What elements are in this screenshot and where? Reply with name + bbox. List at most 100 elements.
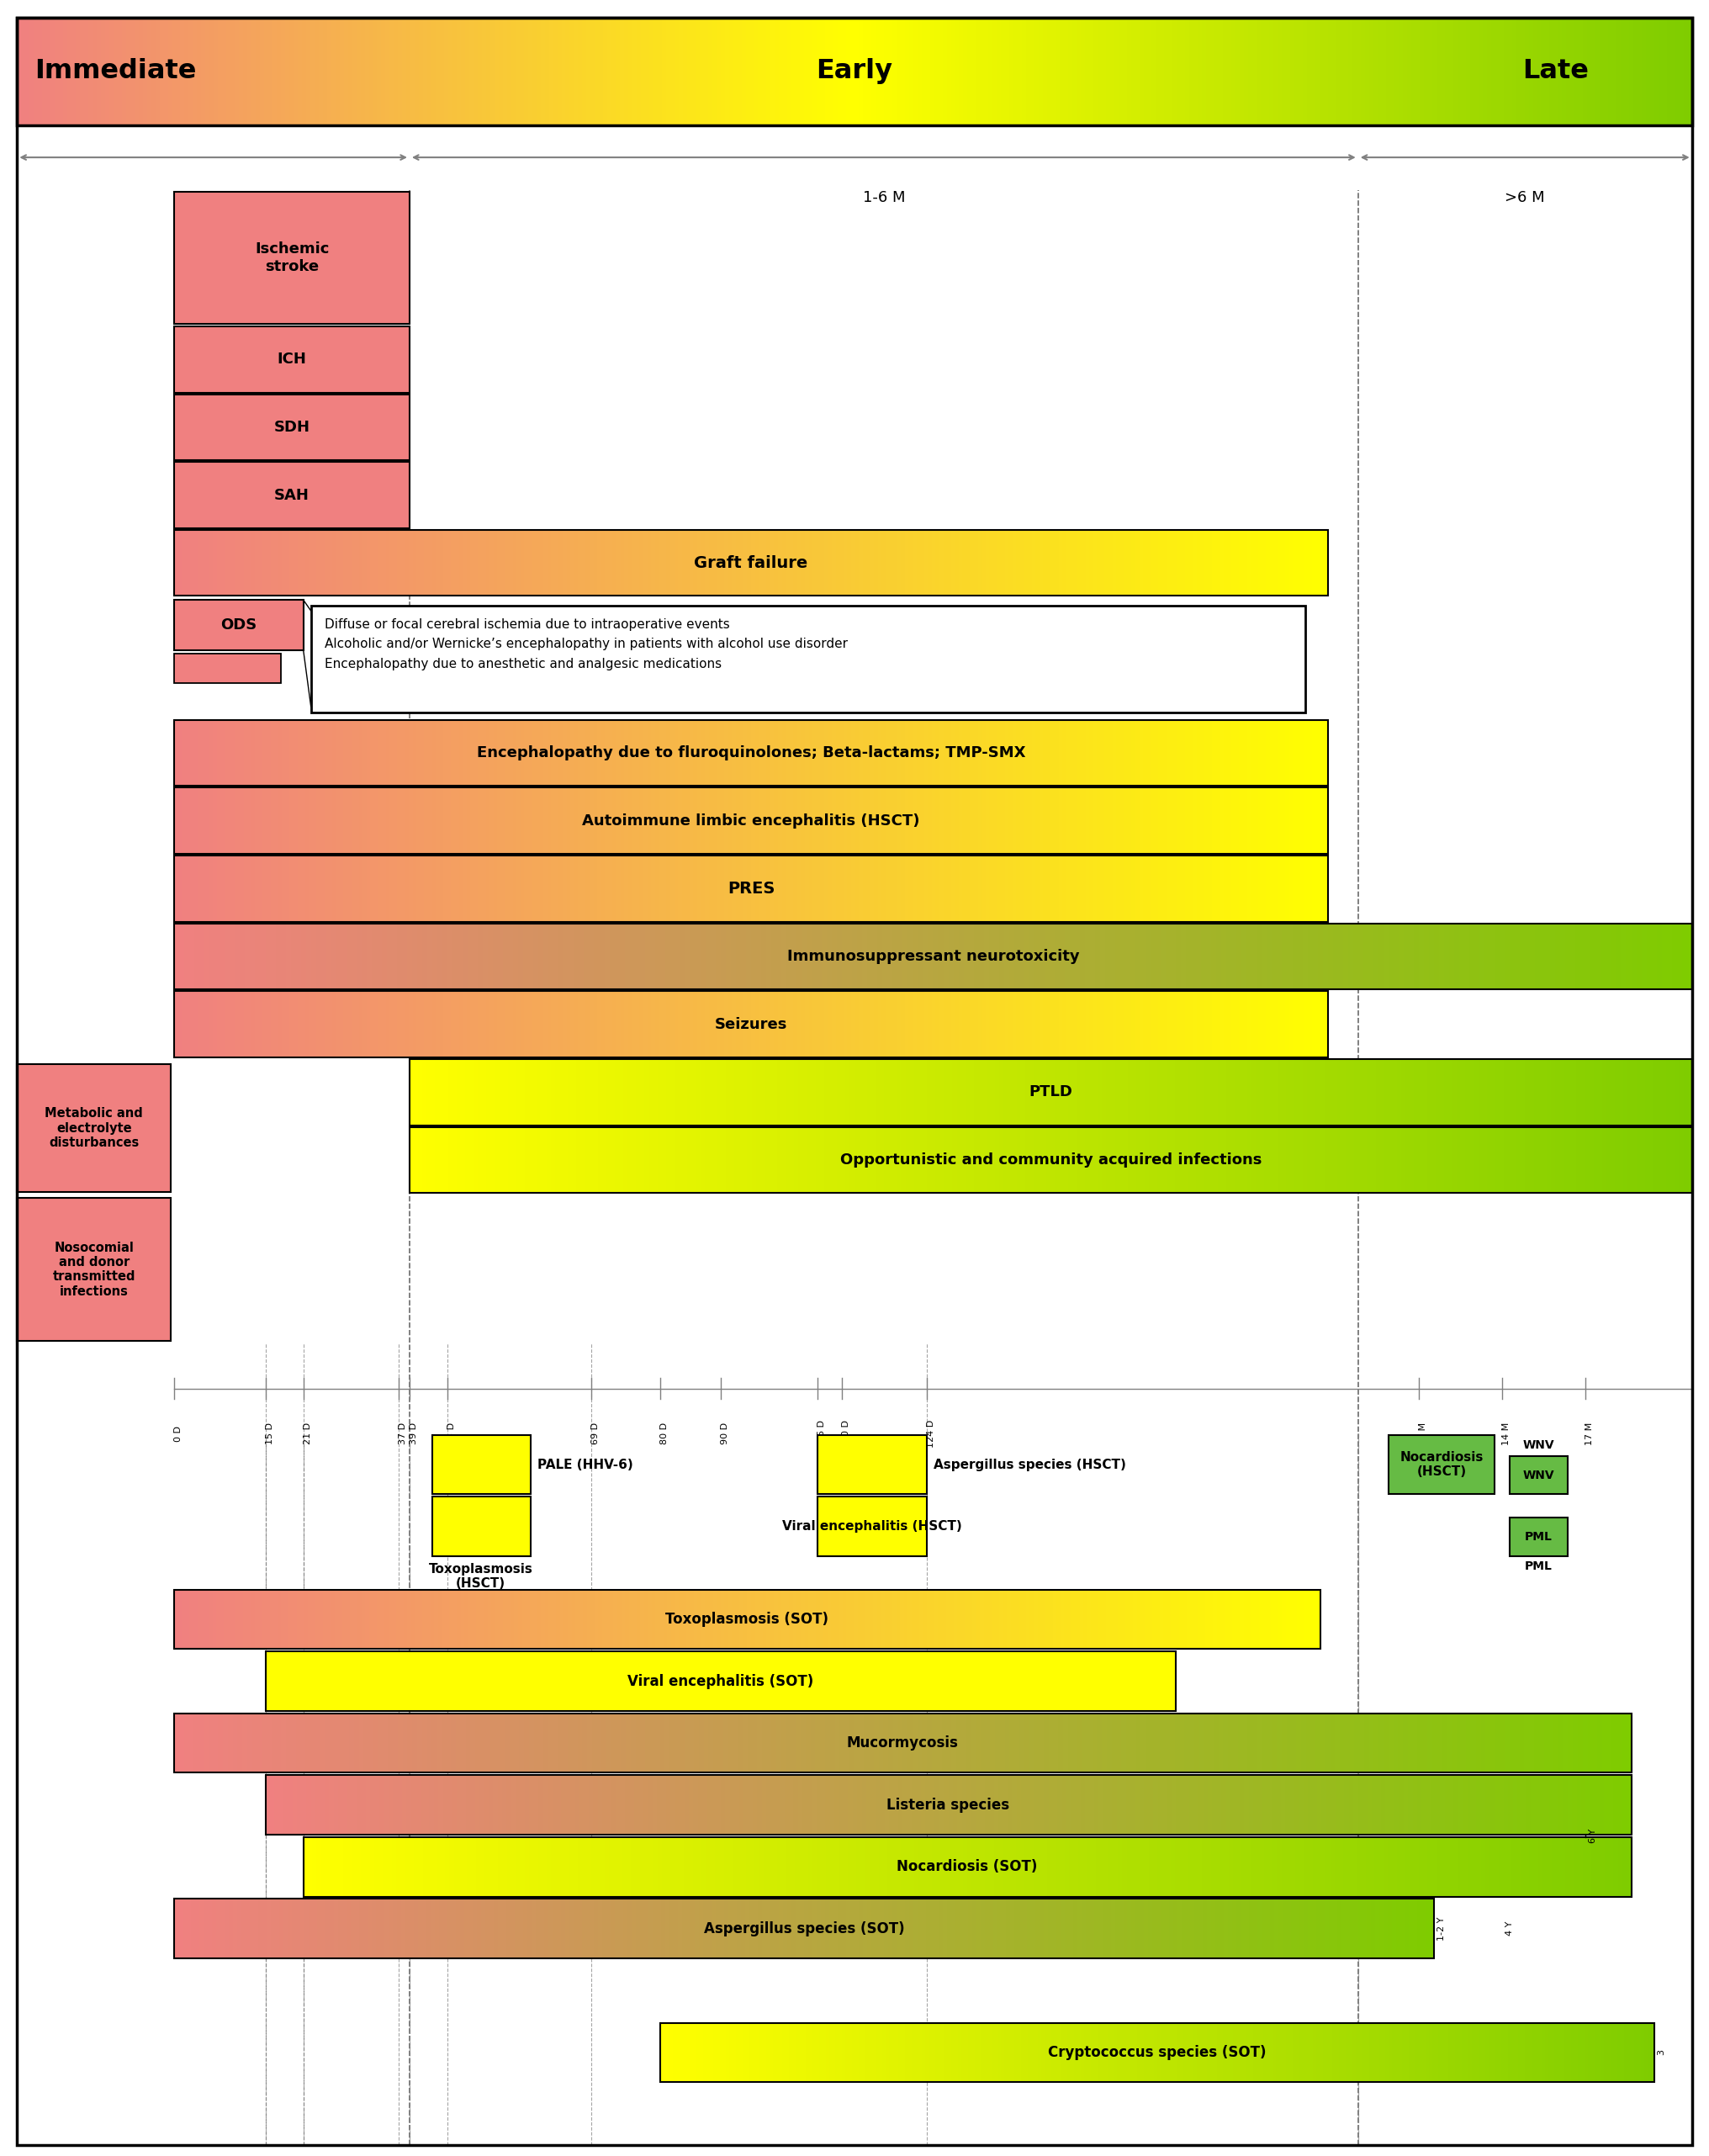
Bar [390,1651,393,1712]
Bar [995,1837,998,1897]
Bar [865,1837,870,1897]
Bar [533,1714,538,1772]
Bar [422,1059,427,1125]
Bar [354,1714,359,1772]
Bar [1135,530,1140,595]
Bar [1294,1128,1299,1192]
Bar [1171,720,1174,787]
Bar [1001,720,1005,787]
Bar [1384,1714,1388,1772]
Bar [964,923,969,990]
Bar [533,1837,538,1897]
Bar [567,1059,573,1125]
Bar [1181,17,1186,125]
Bar [825,1899,829,1958]
Bar [1359,2022,1362,2083]
Bar [631,1837,636,1897]
Bar [38,17,43,125]
Bar [947,787,952,854]
Bar [1485,923,1490,990]
Bar [608,1837,614,1897]
Bar [885,992,890,1056]
Bar [673,992,678,1056]
Bar [803,1774,807,1835]
Bar [1624,2022,1627,2083]
Bar [1509,1714,1514,1772]
Bar [506,1774,511,1835]
Bar [520,530,525,595]
Bar [63,17,68,125]
Bar [1313,856,1316,921]
Bar [1119,1899,1123,1958]
Bar [489,1899,494,1958]
Bar [1282,720,1285,787]
Bar [1174,530,1178,595]
Bar [576,1128,581,1192]
Bar [1051,1651,1054,1712]
Bar [1367,1059,1372,1125]
Bar [947,1899,952,1958]
Bar [1362,1774,1367,1835]
Bar [526,1899,531,1958]
Bar [1594,2022,1598,2083]
Bar [655,720,660,787]
Bar [1555,1128,1560,1192]
Bar [747,1059,752,1125]
Bar [1032,856,1036,921]
Bar [1015,1714,1020,1772]
Bar [1471,2022,1475,2083]
Bar [159,17,164,125]
Bar [1482,1774,1485,1835]
Bar [190,787,193,854]
Bar [986,1714,990,1772]
Bar [675,923,680,990]
Bar [344,1651,347,1712]
Bar [762,530,767,595]
Bar [860,1651,863,1712]
Bar [1282,17,1285,125]
Bar [721,17,725,125]
Bar [902,2022,906,2083]
Bar [1589,1059,1594,1125]
Bar [530,1128,533,1192]
Bar [1225,1774,1230,1835]
Bar [892,923,897,990]
Bar [547,992,552,1056]
Bar [1060,923,1065,990]
Bar [1550,923,1555,990]
Bar [1131,992,1135,1056]
Bar [598,1774,603,1835]
Bar [661,1128,667,1192]
Bar [297,530,301,595]
Bar [694,992,697,1056]
Bar [1191,1059,1196,1125]
Bar [1266,1714,1271,1772]
Bar [856,1837,861,1897]
Bar [499,17,502,125]
Bar [981,17,984,125]
Bar [699,1714,704,1772]
Bar [419,1128,422,1192]
Bar [872,1774,875,1835]
Bar [174,1714,1630,1772]
Bar [629,17,632,125]
Bar [1063,856,1066,921]
Bar [528,787,531,854]
Bar [831,1589,836,1649]
Bar [901,1128,906,1192]
Bar [1524,1128,1530,1192]
Bar [1051,530,1054,595]
Bar [554,17,557,125]
Bar [567,1714,573,1772]
Bar [578,720,583,787]
Bar [1383,923,1388,990]
Bar [1391,1899,1396,1958]
Bar [1121,923,1126,990]
Bar [344,1714,349,1772]
Bar [1307,1128,1311,1192]
Bar [1555,2022,1559,2083]
Bar [516,530,521,595]
Bar [391,1589,396,1649]
Bar [817,17,820,125]
Bar [1610,1059,1615,1125]
